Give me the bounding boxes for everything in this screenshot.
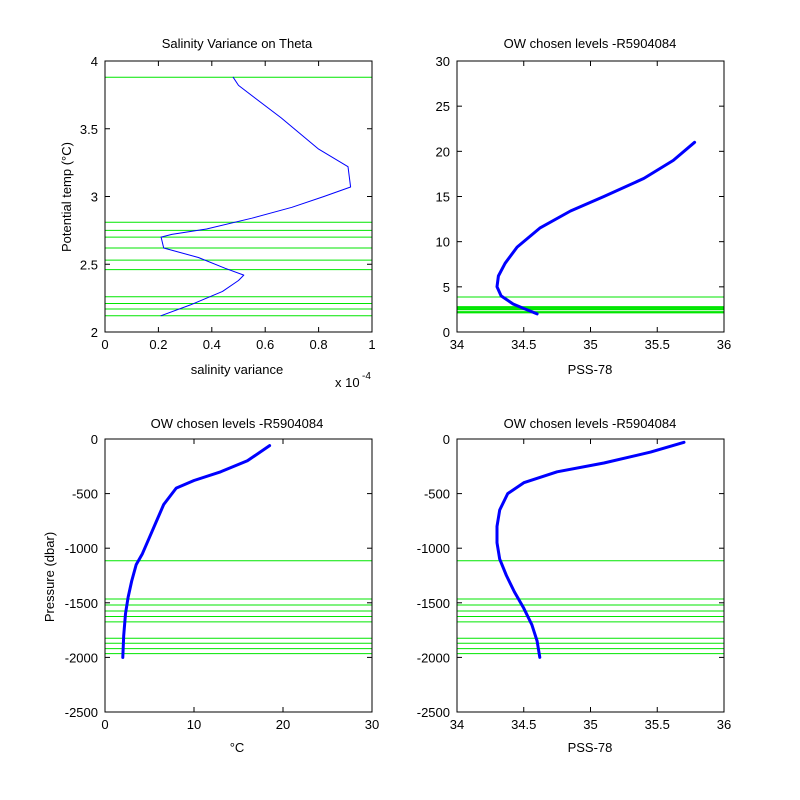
- y-tick-label: -500: [72, 487, 98, 502]
- y-tick-label: 20: [436, 144, 450, 159]
- x-tick-label: 0.8: [310, 337, 328, 352]
- plot-area: 0 10 20 30 -2500 -2000 -1500 -1000 -500 0: [65, 432, 379, 732]
- plot-area: 34 34.5 35 35.5 36 -2500 -2000 -1500 -1000 -500 0: [417, 432, 731, 732]
- x-exponent-power: -4: [362, 371, 371, 382]
- plot-area: 34 34.5 35 35.5 36 0 5 10 15 20 25 30: [436, 54, 732, 352]
- y-tick-label: 10: [436, 235, 450, 250]
- chart-title: OW chosen levels -R5904084: [504, 36, 677, 51]
- chart-title: OW chosen levels -R5904084: [151, 416, 324, 431]
- x-tick-label: 34.5: [511, 717, 536, 732]
- x-tick-label: 34: [450, 337, 464, 352]
- x-tick-label: 30: [365, 717, 379, 732]
- x-tick-label: 35: [583, 717, 597, 732]
- x-tick-label: 10: [187, 717, 201, 732]
- x-axis-label: salinity variance: [191, 362, 284, 377]
- x-tick-label: 35: [583, 337, 597, 352]
- axes-frame: [104, 438, 373, 713]
- x-exponent-base: x 10: [335, 375, 360, 390]
- y-tick-label: 2: [91, 325, 98, 340]
- plot-area: 0 0.2 0.4 0.6 0.8 1 2 2.5 3 3.5 4: [80, 54, 376, 352]
- y-axis-label: Pressure (dbar): [42, 532, 57, 622]
- x-tick-label: 1: [368, 337, 375, 352]
- x-tick-label: 0: [101, 337, 108, 352]
- panel-bottom-right: OW chosen levels -R5904084 PSS-78 34 34.5…: [417, 416, 731, 755]
- y-tick-label: 0: [91, 432, 98, 447]
- x-axis-label: PSS-78: [568, 362, 613, 377]
- y-tick-label: -500: [424, 487, 450, 502]
- y-tick-label: -2500: [65, 705, 98, 720]
- panel-top-right: OW chosen levels -R5904084 PSS-78 34 34.5…: [436, 36, 732, 377]
- y-tick-label: 3: [91, 190, 98, 205]
- chart-title: Salinity Variance on Theta: [162, 36, 313, 51]
- x-tick-label: 36: [717, 717, 731, 732]
- series-line: [495, 140, 697, 316]
- y-tick-label: -1000: [417, 541, 450, 556]
- chart-title: OW chosen levels -R5904084: [504, 416, 677, 431]
- y-tick-label: 2.5: [80, 257, 98, 272]
- x-tick-label: 20: [276, 717, 290, 732]
- y-tick-label: 15: [436, 190, 450, 205]
- y-tick-label: 5: [443, 280, 450, 295]
- x-tick-label: 0.6: [256, 337, 274, 352]
- y-tick-label: -1500: [65, 596, 98, 611]
- x-tick-label: 36: [717, 337, 731, 352]
- panel-bottom-left: OW chosen levels -R5904084 °C Pressure (…: [42, 416, 379, 755]
- y-tick-label: -2500: [417, 705, 450, 720]
- x-tick-label: 0: [101, 717, 108, 732]
- y-tick-label: -1000: [65, 541, 98, 556]
- y-axis-label: Potential temp (°C): [59, 142, 74, 252]
- x-tick-label: 35.5: [645, 717, 670, 732]
- series-line: [121, 444, 272, 659]
- x-axis-label: °C: [230, 740, 245, 755]
- y-tick-label: 0: [443, 432, 450, 447]
- panel-top-left: Salinity Variance on Theta salinity vari…: [59, 36, 376, 390]
- x-tick-label: 0.4: [203, 337, 221, 352]
- series-line: [495, 440, 686, 659]
- y-tick-label: 4: [91, 54, 98, 69]
- x-axis-label: PSS-78: [568, 740, 613, 755]
- series-line: [160, 76, 352, 317]
- y-tick-label: 25: [436, 99, 450, 114]
- x-tick-label: 0.2: [149, 337, 167, 352]
- y-tick-label: 0: [443, 325, 450, 340]
- y-tick-label: -2000: [65, 650, 98, 665]
- y-tick-label: 3.5: [80, 122, 98, 137]
- y-tick-label: 30: [436, 54, 450, 69]
- x-tick-label: 35.5: [645, 337, 670, 352]
- y-tick-label: -2000: [417, 650, 450, 665]
- x-tick-label: 34.5: [511, 337, 536, 352]
- x-tick-label: 34: [450, 717, 464, 732]
- y-tick-label: -1500: [417, 596, 450, 611]
